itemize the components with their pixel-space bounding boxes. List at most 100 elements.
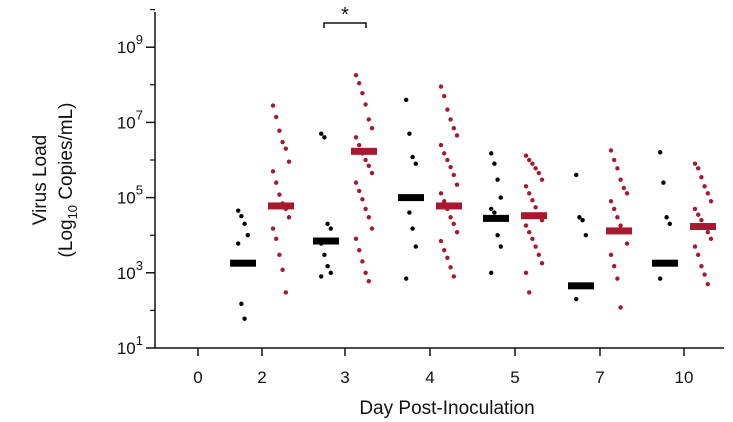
data-point bbox=[539, 261, 545, 266]
data-point bbox=[527, 290, 532, 295]
data-point bbox=[708, 236, 714, 242]
data-point bbox=[448, 117, 453, 122]
x-tick-label-day-3: 3 bbox=[340, 368, 349, 387]
data-point bbox=[615, 215, 620, 220]
x-tick-label-day-10: 10 bbox=[675, 368, 694, 387]
data-point bbox=[615, 276, 620, 281]
data-point bbox=[702, 184, 707, 189]
data-point bbox=[621, 185, 626, 191]
data-point bbox=[658, 276, 663, 281]
data-point bbox=[539, 177, 545, 182]
data-point bbox=[705, 281, 710, 287]
data-point bbox=[615, 166, 620, 171]
data-point bbox=[407, 210, 412, 215]
y-tick-label: 103 bbox=[117, 258, 143, 283]
data-point bbox=[360, 90, 365, 96]
data-point bbox=[489, 151, 494, 156]
data-point bbox=[270, 226, 276, 231]
data-point bbox=[705, 191, 710, 196]
data-point bbox=[319, 274, 324, 279]
data-point bbox=[448, 215, 453, 220]
y-tick-exponent: 5 bbox=[136, 183, 143, 198]
data-point bbox=[574, 296, 579, 302]
data-point bbox=[536, 252, 541, 258]
median-bar bbox=[652, 259, 678, 267]
x-tick-label-day-0: 0 bbox=[193, 368, 202, 387]
data-point bbox=[495, 177, 500, 182]
data-point bbox=[369, 126, 375, 131]
data-point bbox=[366, 215, 371, 220]
data-point bbox=[495, 233, 500, 238]
data-point bbox=[661, 180, 666, 185]
data-point bbox=[404, 276, 409, 281]
data-point bbox=[523, 223, 529, 228]
data-point bbox=[702, 272, 707, 277]
data-point bbox=[492, 161, 497, 166]
data-point bbox=[489, 270, 494, 275]
data-point bbox=[530, 236, 535, 242]
data-point bbox=[363, 270, 368, 275]
data-point bbox=[442, 247, 447, 253]
data-point bbox=[489, 206, 494, 212]
data-point bbox=[286, 159, 292, 164]
data-point bbox=[533, 166, 538, 171]
data-point bbox=[577, 215, 582, 220]
data-point bbox=[454, 230, 460, 235]
data-point bbox=[692, 244, 698, 249]
data-point bbox=[448, 265, 453, 270]
y-tick-base: 10 bbox=[117, 189, 136, 208]
data-point bbox=[360, 197, 365, 202]
data-point bbox=[608, 148, 614, 153]
data-point bbox=[325, 263, 330, 269]
data-point bbox=[445, 107, 450, 112]
y-tick-label: 101 bbox=[117, 333, 143, 358]
data-point bbox=[277, 252, 282, 258]
x-tick-label-day-7: 7 bbox=[595, 368, 604, 387]
data-point bbox=[536, 170, 541, 176]
y-tick-exponent: 9 bbox=[136, 32, 143, 47]
data-point bbox=[583, 233, 588, 238]
significance-annotations: * bbox=[323, 4, 367, 28]
data-point bbox=[608, 252, 614, 258]
median-bar bbox=[351, 147, 377, 155]
data-point bbox=[353, 236, 359, 242]
data-point bbox=[624, 241, 630, 246]
data-point bbox=[328, 270, 333, 275]
data-point bbox=[357, 81, 362, 86]
data-point bbox=[242, 316, 247, 321]
data-point bbox=[410, 226, 415, 231]
data-point bbox=[366, 278, 371, 284]
data-point bbox=[612, 157, 617, 163]
data-point bbox=[442, 151, 447, 156]
data-point bbox=[498, 244, 503, 249]
data-point bbox=[236, 241, 241, 246]
data-point bbox=[523, 184, 529, 189]
data-point bbox=[708, 199, 714, 204]
data-point bbox=[357, 142, 362, 148]
data-point bbox=[624, 191, 630, 196]
data-point bbox=[451, 172, 456, 178]
data-point bbox=[366, 117, 371, 122]
y-tick-base: 10 bbox=[117, 38, 136, 57]
data-point bbox=[369, 226, 375, 231]
y-axis-title-line1: Virus Load bbox=[30, 135, 51, 226]
data-point bbox=[353, 180, 359, 185]
y-axis-title-line2: (Log10 Copies/mL) bbox=[56, 103, 80, 258]
data-point bbox=[366, 163, 371, 169]
data-point bbox=[454, 182, 460, 187]
data-point bbox=[410, 154, 415, 160]
y-title-suffix: Copies/mL) bbox=[56, 103, 77, 205]
data-point bbox=[533, 244, 538, 249]
data-point bbox=[270, 169, 276, 174]
data-point bbox=[705, 230, 710, 235]
median-bars bbox=[230, 147, 716, 290]
data-point bbox=[667, 221, 672, 227]
y-title-subscript: 10 bbox=[65, 205, 80, 219]
data-point bbox=[612, 206, 617, 212]
data-point bbox=[451, 274, 456, 279]
data-point bbox=[242, 221, 247, 227]
data-point bbox=[527, 191, 532, 196]
data-point bbox=[658, 150, 663, 155]
data-point bbox=[245, 233, 250, 238]
